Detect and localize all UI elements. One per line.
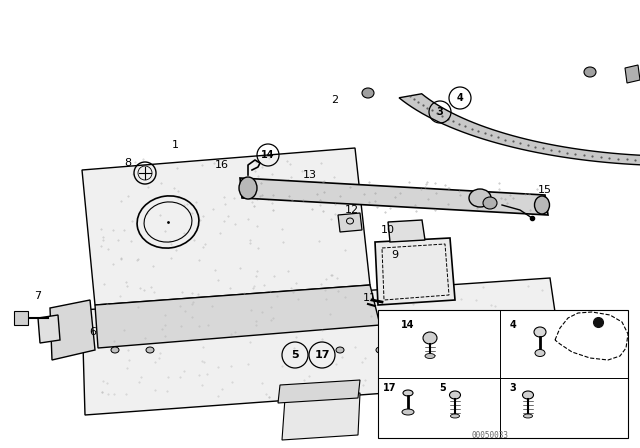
Text: 16: 16 xyxy=(215,160,229,170)
Text: 17: 17 xyxy=(314,350,330,360)
Polygon shape xyxy=(278,380,360,403)
Polygon shape xyxy=(38,315,60,343)
Ellipse shape xyxy=(336,347,344,353)
Ellipse shape xyxy=(403,390,413,396)
Ellipse shape xyxy=(522,391,534,399)
Ellipse shape xyxy=(469,189,491,207)
Text: 6: 6 xyxy=(90,327,97,337)
Text: 8: 8 xyxy=(124,158,132,168)
Polygon shape xyxy=(388,220,425,242)
Ellipse shape xyxy=(483,197,497,209)
Ellipse shape xyxy=(534,327,546,337)
Polygon shape xyxy=(82,278,565,415)
Ellipse shape xyxy=(584,67,596,77)
Ellipse shape xyxy=(376,347,384,353)
Polygon shape xyxy=(375,238,455,305)
Ellipse shape xyxy=(535,349,545,357)
Ellipse shape xyxy=(524,414,532,418)
Bar xyxy=(378,310,628,438)
Text: 12: 12 xyxy=(345,205,359,215)
Ellipse shape xyxy=(111,347,119,353)
Ellipse shape xyxy=(146,347,154,353)
Text: 15: 15 xyxy=(538,185,552,195)
Text: 7: 7 xyxy=(35,291,42,301)
Bar xyxy=(14,311,28,325)
Ellipse shape xyxy=(425,353,435,358)
Polygon shape xyxy=(82,148,370,305)
Polygon shape xyxy=(282,393,360,440)
Text: 2: 2 xyxy=(332,95,339,105)
Ellipse shape xyxy=(402,409,414,415)
Text: 9: 9 xyxy=(392,250,399,260)
Text: 14: 14 xyxy=(261,150,275,160)
Text: 3: 3 xyxy=(509,383,516,393)
Ellipse shape xyxy=(423,332,437,344)
Text: 11: 11 xyxy=(363,293,377,303)
Text: 4: 4 xyxy=(509,320,516,330)
Polygon shape xyxy=(480,362,558,398)
Polygon shape xyxy=(240,178,548,215)
Text: 4: 4 xyxy=(456,93,463,103)
Polygon shape xyxy=(625,65,640,83)
Ellipse shape xyxy=(451,414,460,418)
Text: 5: 5 xyxy=(291,350,299,360)
Text: 13: 13 xyxy=(303,170,317,180)
Polygon shape xyxy=(399,85,640,166)
Polygon shape xyxy=(95,285,380,348)
Text: 00050033: 00050033 xyxy=(472,431,509,439)
Text: 17: 17 xyxy=(383,383,397,393)
Text: 14: 14 xyxy=(401,320,415,330)
Text: 3: 3 xyxy=(436,107,444,117)
Text: 1: 1 xyxy=(172,140,179,150)
Ellipse shape xyxy=(449,391,461,399)
Text: 10: 10 xyxy=(381,225,395,235)
Ellipse shape xyxy=(239,177,257,199)
Text: 5: 5 xyxy=(440,383,446,393)
Polygon shape xyxy=(338,213,362,232)
Ellipse shape xyxy=(362,88,374,98)
Polygon shape xyxy=(50,300,95,360)
Ellipse shape xyxy=(534,196,550,214)
